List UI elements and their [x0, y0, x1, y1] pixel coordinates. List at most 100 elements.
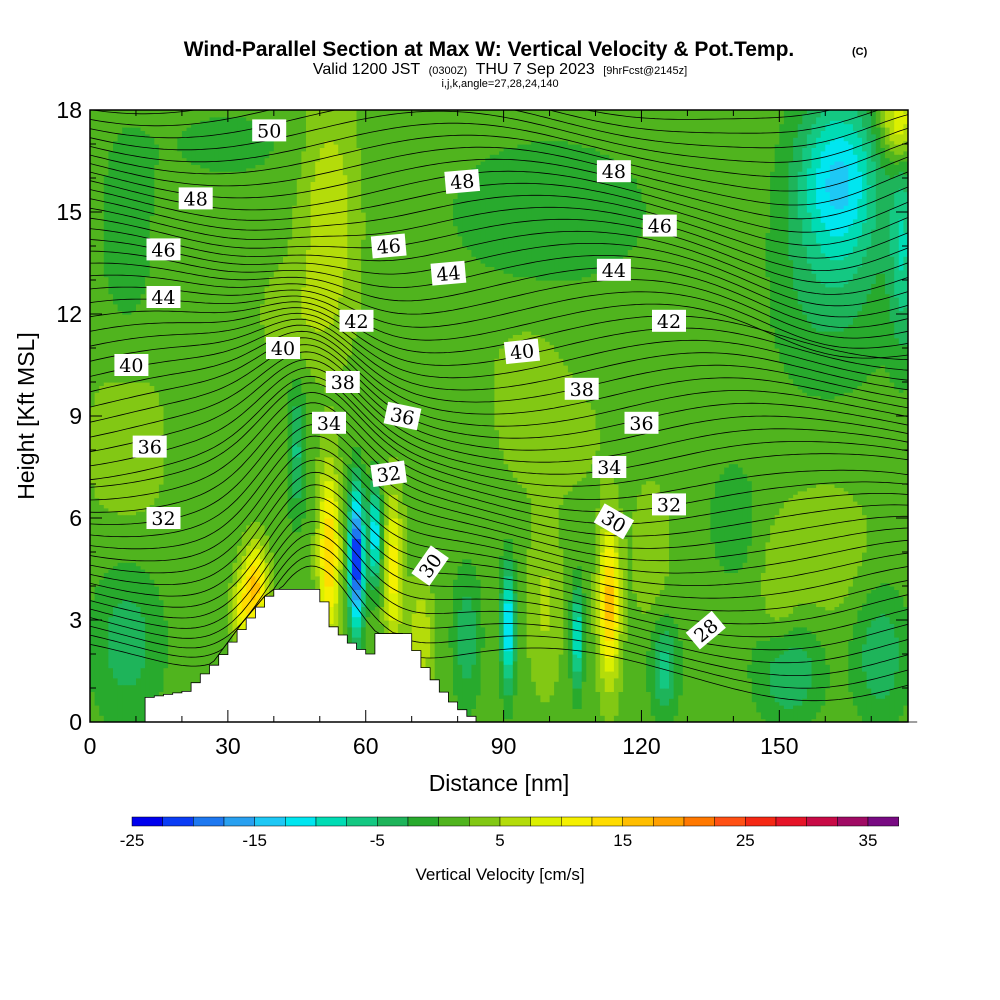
field-cell — [237, 616, 243, 631]
field-cell — [370, 589, 376, 611]
field-cell — [324, 497, 330, 519]
field-cell — [595, 150, 601, 274]
field-cell — [241, 110, 247, 118]
field-cell — [462, 596, 468, 679]
field-cell — [494, 429, 500, 722]
field-cell — [531, 276, 537, 335]
field-cell — [903, 150, 908, 162]
field-cell — [512, 276, 518, 335]
field-cell — [471, 708, 477, 722]
field-cell — [590, 147, 597, 274]
field-cell — [508, 470, 514, 539]
colorbar-swatch — [285, 816, 317, 827]
field-cell — [338, 535, 344, 570]
theta-contour — [90, 194, 908, 259]
field-cell — [577, 480, 583, 567]
field-cell — [476, 164, 482, 261]
field-cell — [292, 443, 298, 458]
field-cell — [866, 140, 872, 186]
field-cell — [361, 507, 367, 526]
field-cell — [329, 456, 335, 482]
field-cell — [779, 654, 785, 706]
field-cell — [613, 579, 620, 628]
colorbar-swatch — [622, 816, 654, 827]
field-cell — [659, 633, 665, 652]
field-cell — [149, 110, 155, 138]
theta-contour — [90, 375, 908, 487]
field-cell — [577, 671, 583, 689]
field-cell — [388, 545, 394, 594]
field-cell — [825, 144, 831, 179]
field-cell — [903, 161, 908, 176]
y-tick-label: 6 — [69, 505, 82, 531]
field-cell — [374, 507, 381, 526]
field-cell — [756, 711, 762, 722]
field-cell — [108, 150, 114, 295]
contour-label-text: 42 — [344, 311, 368, 333]
field-cell — [347, 511, 353, 533]
colorbar-swatch — [683, 816, 715, 827]
field-cell — [158, 484, 165, 601]
field-cell — [90, 110, 96, 407]
field-cell — [636, 606, 643, 722]
field-cell — [315, 331, 321, 383]
field-cell — [149, 579, 155, 716]
field-cell — [834, 286, 840, 332]
field-cell — [816, 242, 822, 281]
theta-contour — [90, 508, 908, 638]
contour-label-box — [132, 435, 167, 458]
field-cell — [632, 110, 638, 179]
field-cell — [613, 677, 620, 716]
field-cell — [356, 467, 362, 482]
field-cell — [802, 246, 808, 315]
field-cell — [719, 565, 725, 722]
colorbar-tick-label: -25 — [120, 831, 145, 850]
contour-label-box — [652, 493, 686, 516]
field-cell — [319, 565, 325, 604]
field-cell — [214, 171, 220, 722]
field-cell — [600, 477, 606, 529]
contour-label-text: 42 — [657, 311, 681, 333]
field-cell — [687, 110, 693, 722]
field-cell — [545, 110, 551, 142]
field-cell — [181, 130, 188, 159]
field-cell — [264, 127, 270, 159]
theta-contour — [90, 424, 908, 549]
field-cell — [558, 110, 564, 142]
field-cell — [609, 157, 615, 267]
field-cell — [894, 671, 900, 722]
field-cell — [600, 579, 606, 628]
field-cell — [250, 120, 256, 169]
field-cell — [356, 528, 362, 539]
field-cell — [117, 133, 123, 312]
colorbar-swatch — [591, 816, 623, 827]
field-cell — [903, 123, 908, 142]
field-cell — [572, 654, 578, 672]
field-cell — [499, 592, 505, 662]
field-cell — [522, 144, 528, 278]
field-cell — [526, 144, 532, 278]
contour-label: 32 — [146, 507, 181, 530]
field-cell — [903, 110, 908, 114]
theta-contour — [90, 217, 908, 284]
field-cell — [659, 494, 665, 590]
field-cell — [499, 698, 505, 722]
contour-label-box — [685, 610, 726, 650]
field-cell — [834, 331, 840, 397]
field-cell — [333, 538, 339, 567]
field-cell — [650, 480, 656, 604]
field-cell — [453, 110, 459, 199]
field-cell — [843, 123, 849, 142]
contour-label: 34 — [312, 411, 346, 435]
field-cell — [264, 110, 270, 128]
field-cell — [558, 548, 564, 655]
field-cell — [889, 140, 895, 152]
field-cell — [237, 171, 243, 546]
field-cell — [214, 110, 220, 118]
field-cell — [770, 110, 776, 172]
field-cell — [94, 497, 100, 587]
y-tick-label: 12 — [56, 301, 82, 327]
field-cell — [122, 382, 128, 516]
field-cell — [287, 354, 293, 390]
field-cell — [811, 147, 817, 233]
